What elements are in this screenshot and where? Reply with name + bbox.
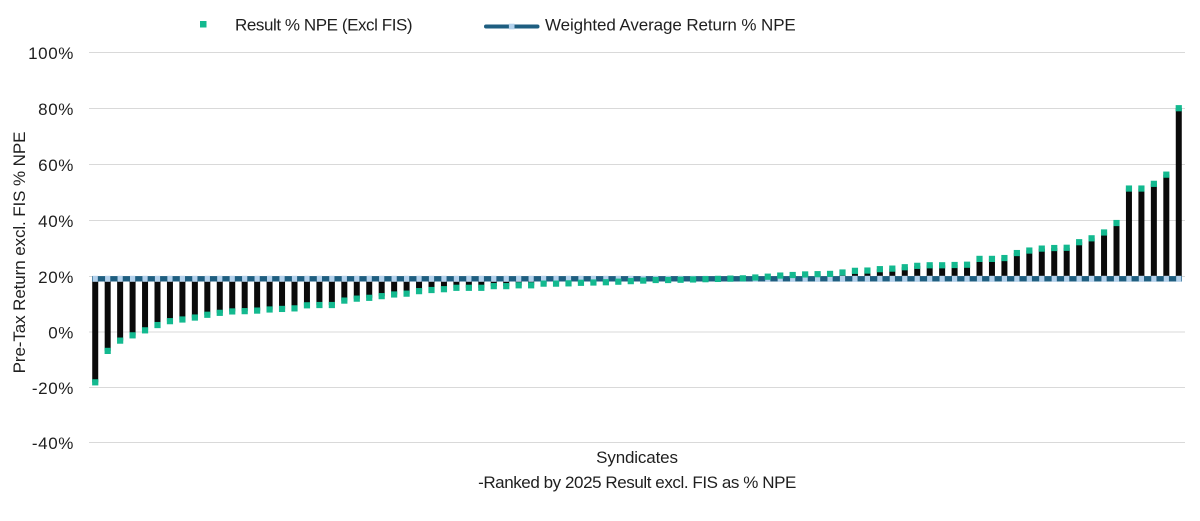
svg-text:40%: 40%: [38, 212, 74, 231]
svg-text:Result % NPE (Excl FIS): Result % NPE (Excl FIS): [235, 16, 412, 35]
svg-text:-40%: -40%: [32, 434, 74, 453]
svg-text:20%: 20%: [38, 268, 74, 287]
svg-text:0%: 0%: [48, 324, 74, 343]
svg-text:-Ranked by 2025 Result excl. F: -Ranked by 2025 Result excl. FIS as % NP…: [478, 473, 796, 492]
svg-text:-20%: -20%: [32, 379, 74, 398]
svg-text:100%: 100%: [28, 44, 74, 63]
svg-text:Pre-Tax Return excl. FIS % NPE: Pre-Tax Return excl. FIS % NPE: [10, 132, 29, 374]
svg-text:Syndicates: Syndicates: [596, 448, 678, 467]
svg-text:Weighted Average Return % NPE: Weighted Average Return % NPE: [545, 16, 796, 35]
svg-text:60%: 60%: [38, 156, 74, 175]
svg-text:80%: 80%: [38, 100, 74, 119]
